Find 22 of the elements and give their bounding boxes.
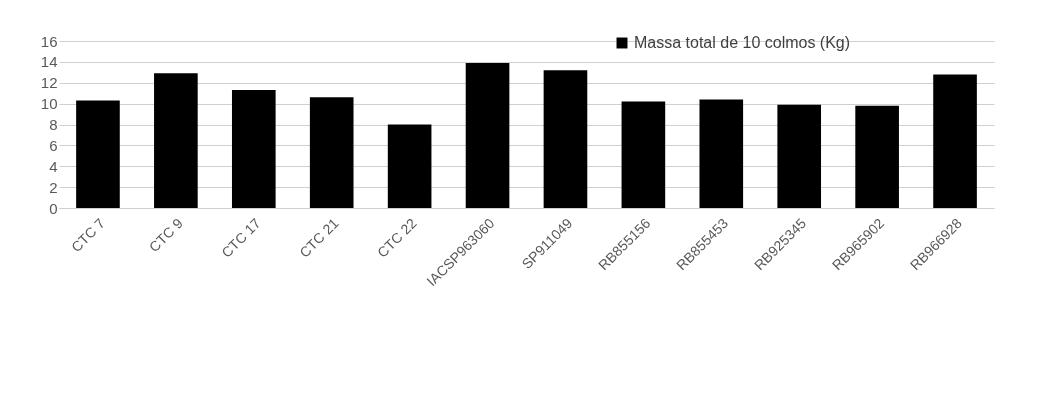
y-tick-label: 8: [49, 116, 58, 133]
bar: [231, 90, 276, 208]
y-tick-label: 12: [40, 74, 58, 92]
bar: [76, 100, 120, 208]
y-tick-label: 2: [49, 178, 58, 196]
bar: [543, 70, 588, 208]
y-tick-label: 10: [40, 95, 58, 113]
legend-label: Massa total de 10 colmos (Kg): [634, 34, 851, 51]
y-tick-label: 14: [40, 53, 58, 71]
bar: [699, 99, 744, 208]
bar: [387, 124, 432, 208]
bar: [465, 62, 510, 208]
bar: [154, 73, 198, 208]
y-tick-label: 16: [40, 32, 58, 50]
bar: [933, 74, 977, 208]
y-tick-label: 0: [49, 199, 58, 217]
bar: [777, 104, 822, 208]
y-tick-label: 6: [49, 136, 58, 154]
bar: [309, 97, 354, 208]
bar: [621, 101, 666, 208]
bar: [855, 105, 899, 208]
y-tick-label: 4: [49, 157, 58, 175]
